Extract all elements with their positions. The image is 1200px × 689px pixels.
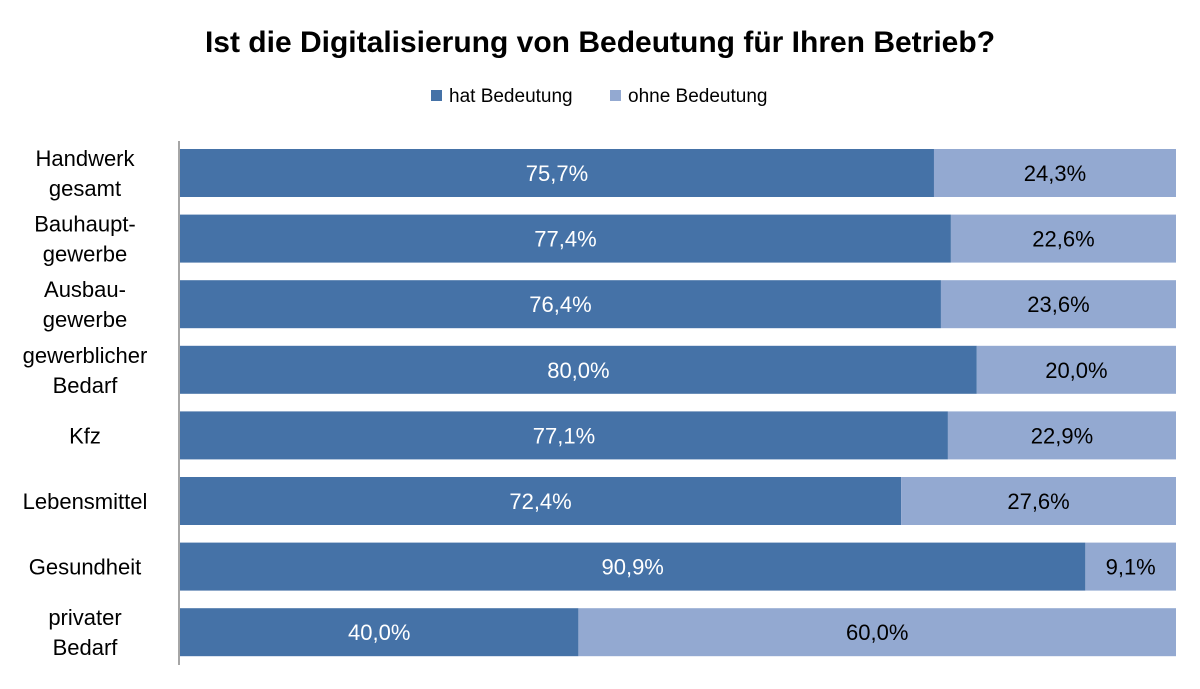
bar-ohne-6 [901, 477, 1176, 525]
bar-hat-3 [180, 280, 941, 329]
value-label-ohne-1: 24,3% [1024, 161, 1086, 186]
bar-hat-1 [180, 149, 934, 197]
bar-ohne-4 [976, 345, 1176, 394]
value-label-ohne-4: 20,0% [1045, 358, 1107, 383]
value-label-hat-6: 72,4% [509, 489, 571, 514]
category-label-2: Bauhaupt-gewerbe [34, 212, 136, 267]
bar-hat-4 [180, 345, 977, 394]
legend-swatch-2 [610, 90, 621, 101]
category-label-6: Lebensmittel [23, 489, 148, 514]
value-label-hat-2: 77,4% [534, 227, 596, 252]
bar-ohne-8 [578, 608, 1176, 657]
value-label-ohne-2: 22,6% [1032, 227, 1094, 252]
value-label-hat-1: 75,7% [526, 161, 588, 186]
value-label-ohne-6: 27,6% [1007, 489, 1069, 514]
category-label-4: gewerblicher Bedarf [23, 343, 148, 398]
category-label-7: Gesundheit [29, 555, 142, 580]
bar-ohne-1 [933, 149, 1176, 197]
bar-hat-8 [180, 608, 579, 657]
chart-title: Ist die Digitalisierung von Bedeutung fü… [205, 26, 995, 59]
value-label-hat-4: 80,0% [547, 358, 609, 383]
legend-label-1: hat Bedeutung [449, 86, 573, 107]
bar-hat-6 [180, 477, 902, 525]
value-label-ohne-5: 22,9% [1031, 423, 1093, 448]
category-label-3: Ausbau-gewerbe [43, 277, 127, 332]
bar-hat-5 [180, 411, 948, 460]
category-label-1: Handwerk gesamt [35, 146, 135, 201]
legend-swatch-1 [431, 90, 442, 101]
value-label-hat-5: 77,1% [533, 423, 595, 448]
legend-label-2: ohne Bedeutung [628, 86, 767, 107]
category-labels: Handwerk gesamt Bauhaupt-gewerbe Ausbau-gew… [23, 146, 148, 660]
bar-hat-7 [180, 542, 1086, 591]
legend: hat Bedeutung ohne Bedeutung [431, 86, 767, 107]
value-label-ohne-7: 9,1% [1106, 555, 1156, 580]
category-label-8: privater Bedarf [48, 605, 121, 660]
bar-ohne-7 [1085, 542, 1176, 591]
bar-ohne-5 [947, 411, 1176, 460]
bar-hat-2 [180, 214, 951, 263]
value-label-hat-7: 90,9% [601, 555, 663, 580]
bar-ohne-2 [950, 214, 1176, 263]
category-label-5: Kfz [69, 423, 101, 448]
value-label-ohne-8: 60,0% [846, 620, 908, 645]
bar-ohne-3 [940, 280, 1176, 329]
value-label-hat-3: 76,4% [529, 292, 591, 317]
value-label-hat-8: 40,0% [348, 620, 410, 645]
value-label-ohne-3: 23,6% [1027, 292, 1089, 317]
bars-group: 75,7% 24,3% 77,4% 22,6% 76,4% 23,6% 80,0% 20,0%… [180, 149, 1176, 657]
